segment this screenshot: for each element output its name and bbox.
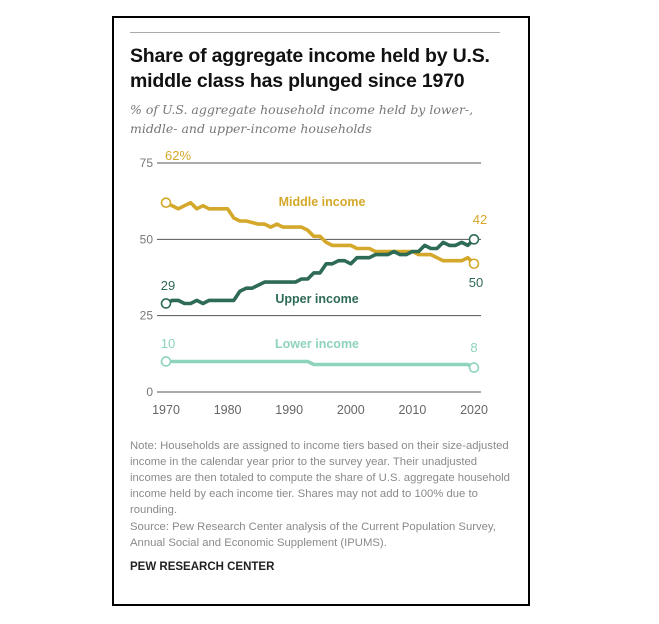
end-data-label: 8: [470, 340, 477, 355]
end-data-label: 50: [469, 275, 483, 290]
brand-logo-text: PEW RESEARCH CENTER: [130, 561, 275, 573]
y-tick-label: 0: [146, 385, 153, 399]
end-point-marker: [468, 362, 480, 373]
x-tick-label: 2020: [460, 403, 488, 417]
series-label: Middle income: [279, 195, 366, 209]
start-point-marker: [160, 298, 172, 309]
y-tick-label: 25: [140, 309, 154, 323]
y-tick-label: 75: [140, 156, 154, 170]
chart-card: [112, 16, 530, 606]
x-tick-label: 1990: [275, 403, 303, 417]
series-line: [166, 359, 475, 370]
x-tick-label: 2000: [337, 403, 365, 417]
chart-subtitle: % of U.S. aggregate household income hel…: [130, 102, 474, 136]
chart-source: Source: Pew Research Center analysis of …: [130, 521, 496, 549]
series-line: [165, 200, 476, 266]
x-tick-label: 1980: [214, 403, 242, 417]
start-data-label: 62%: [165, 148, 191, 163]
end-point-marker: [468, 234, 480, 245]
start-data-label: 29: [161, 278, 175, 293]
chart-title: Share of aggregate income held by U.S. m…: [130, 45, 490, 92]
series-line: [165, 238, 476, 306]
line-chart: 0 25 50 75 1970 1980 1990 2000 2010 2020 62% Middl…: [140, 148, 488, 417]
series-label: Lower income: [275, 337, 359, 351]
end-point-marker: [468, 258, 480, 270]
start-data-label: 10: [161, 336, 175, 351]
end-data-label: 42: [473, 212, 487, 227]
y-tick-label: 50: [140, 232, 154, 246]
start-point-marker: [160, 356, 172, 367]
top-divider: [130, 32, 500, 33]
x-tick-label: 2010: [398, 403, 426, 417]
x-tick-label: 1970: [152, 403, 180, 417]
start-point-marker: [160, 197, 172, 208]
chart-note: Note: Households are assigned to income …: [130, 440, 510, 516]
series-label: Upper income: [275, 292, 358, 306]
